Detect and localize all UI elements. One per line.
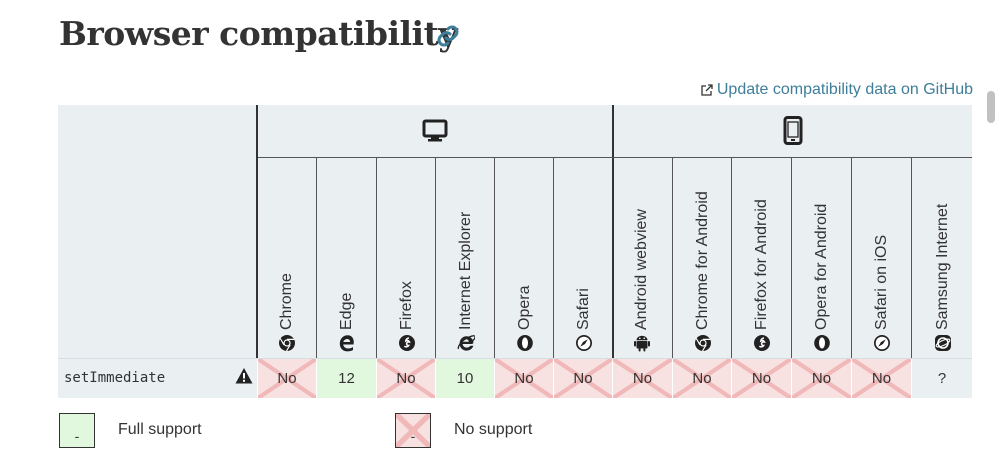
support-cell[interactable]: No [612, 359, 672, 398]
github-update-link[interactable]: Update compatibility data on GitHub [701, 81, 973, 99]
support-cell[interactable]: No [257, 359, 316, 398]
legend-no-support-label: No support [454, 421, 533, 438]
android-icon [634, 335, 650, 352]
page-title: Browser compatibility [59, 14, 458, 53]
browser-name: Safari [574, 288, 592, 330]
column-header: Firefox for Android [731, 158, 792, 358]
support-value: 12 [338, 370, 355, 387]
browser-name: Safari on iOS [873, 234, 890, 330]
column-header: Android webview [612, 158, 672, 358]
browser-name: Opera for Android [813, 203, 830, 330]
browser-name: Android webview [633, 209, 650, 330]
legend-full-support-label: Full support [118, 421, 202, 438]
column-header: Chrome [257, 158, 316, 358]
feature-name[interactable]: setImmediate [64, 370, 166, 386]
support-value: No [573, 370, 593, 387]
support-value: No [514, 370, 534, 387]
feature-cell: setImmediate [58, 359, 257, 398]
column-header: Opera [494, 158, 554, 358]
opera-icon [516, 335, 533, 351]
column-header: Internet Explorer [435, 158, 495, 358]
external-link-icon [701, 84, 713, 96]
column-header: Samsung Internet [911, 158, 973, 358]
column-header: Opera for Android [791, 158, 852, 358]
support-cell[interactable]: No [376, 359, 435, 398]
legend-no-support: - No support [395, 413, 532, 448]
platform-row-divider [258, 157, 972, 158]
column-header: Edge [316, 158, 377, 358]
browser-name: Edge [338, 292, 355, 330]
support-cell[interactable]: No [731, 359, 791, 398]
legend-full-support-swatch: - [59, 413, 95, 448]
support-value: No [811, 370, 832, 387]
table-row: setImmediate No 12 No 10 No No No No No No No? [58, 358, 972, 398]
support-cell[interactable]: No [494, 359, 553, 398]
support-value: 10 [456, 370, 474, 387]
firefox-icon [398, 335, 415, 351]
browser-name: Internet Explorer [456, 211, 474, 330]
chrome-icon [694, 335, 711, 352]
safari-icon [575, 335, 592, 351]
warning-icon [235, 368, 253, 384]
link-icon[interactable] [436, 24, 460, 48]
support-value: No [751, 370, 772, 387]
compat-table: Chrome Edge Firefox Internet Explorer Opera S… [58, 105, 973, 398]
column-header: Safari on iOS [851, 158, 912, 358]
browser-name: Firefox for Android [753, 199, 770, 330]
opera-icon [814, 335, 830, 351]
column-header: Firefox [376, 158, 436, 358]
support-cell[interactable]: No [553, 359, 612, 398]
support-value: No [871, 370, 892, 387]
support-cell[interactable]: 12 [316, 359, 376, 398]
scrollbar-thumb[interactable] [987, 91, 995, 123]
legend-no-support-swatch: - [395, 413, 431, 448]
chrome-icon [278, 335, 295, 352]
browser-name: Chrome [277, 273, 295, 330]
browser-name: Chrome for Android [693, 191, 711, 330]
browser-name: Opera [515, 285, 533, 330]
support-value: No [632, 370, 653, 387]
legend-full-support: - Full support [59, 413, 202, 448]
mobile-icon [783, 116, 803, 145]
platform-divider [612, 105, 614, 397]
support-value: No [277, 370, 297, 387]
support-cell[interactable]: No [851, 359, 911, 398]
feature-column-divider [256, 105, 258, 397]
edge-icon [339, 335, 354, 352]
column-header: Chrome for Android [672, 158, 732, 358]
ie-icon [457, 335, 475, 351]
browser-name: Samsung Internet [933, 203, 951, 330]
firefox-icon [754, 335, 770, 351]
browser-name: Firefox [397, 281, 415, 330]
table-header [58, 105, 972, 358]
samsung-icon [934, 335, 951, 351]
support-cell[interactable]: ? [911, 359, 972, 398]
support-value: ? [937, 370, 947, 387]
column-header: Safari [553, 158, 613, 358]
support-cell[interactable]: 10 [435, 359, 494, 398]
desktop-icon [422, 119, 448, 142]
support-value: No [396, 370, 416, 387]
support-cell[interactable]: No [672, 359, 731, 398]
safari-icon [874, 335, 890, 351]
support-cell[interactable]: No [791, 359, 851, 398]
support-value: No [692, 370, 712, 387]
